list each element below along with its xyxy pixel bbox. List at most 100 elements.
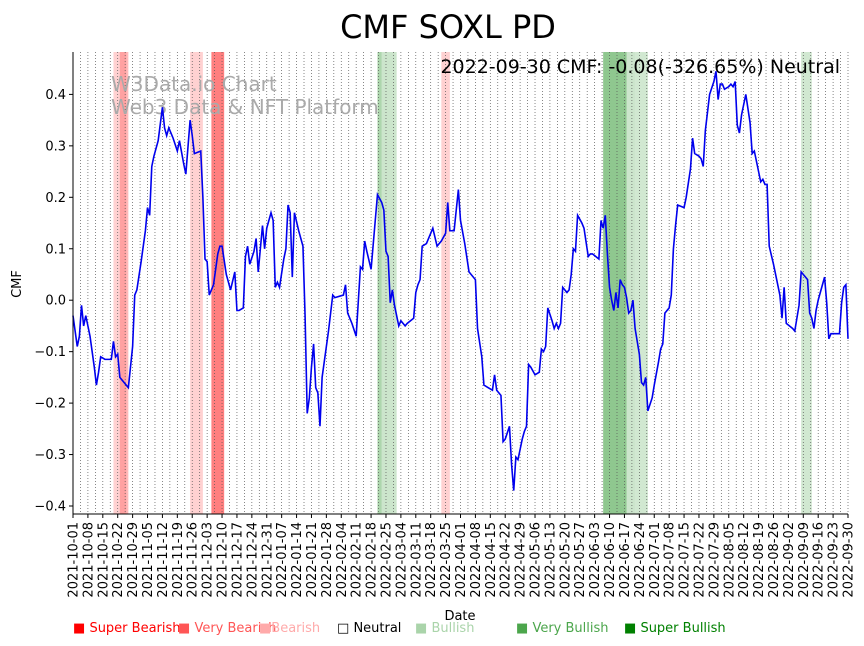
legend-label: Neutral [353, 621, 402, 636]
x-tick-label: 2022-07-15 [678, 522, 693, 598]
x-tick-label: 2021-11-05 [141, 522, 156, 598]
x-tick-label: 2021-12-31 [260, 522, 275, 598]
x-tick-label: 2021-11-26 [186, 522, 201, 598]
shaded-region-bullish [626, 52, 636, 514]
x-tick-label: 2022-06-10 [603, 522, 618, 598]
x-tick-label: 2022-03-11 [409, 522, 424, 598]
x-tick-label: 2022-01-14 [290, 522, 305, 598]
x-axis-label: Date [444, 609, 475, 624]
x-tick-label: 2022-05-06 [529, 522, 544, 598]
y-tick-label: −0.4 [34, 500, 66, 515]
shaded-region-super-bearish [211, 52, 225, 514]
x-tick-label: 2022-01-21 [305, 522, 320, 598]
watermark-line-2: Web3 Data & NFT Platform [111, 95, 379, 119]
legend-item-very-bullish: ■ Very Bullish [516, 621, 609, 636]
x-tick-label: 2022-03-25 [439, 522, 454, 598]
legend-swatch: ■ [415, 621, 428, 636]
legend-swatch: ■ [178, 621, 191, 636]
x-tick-label: 2022-02-11 [350, 522, 365, 598]
x-tick-label: 2021-10-22 [111, 522, 126, 598]
x-tick-label: 2022-08-19 [752, 522, 767, 598]
x-tick-label: 2022-09-16 [812, 522, 827, 598]
shaded-region-bearish [113, 52, 127, 514]
x-tick-label: 2022-09-02 [782, 522, 797, 598]
x-tick-label: 2021-12-03 [201, 522, 216, 598]
x-tick-label: 2021-10-08 [81, 522, 96, 598]
x-axis-ticks: 2021-10-01 2021-10-08 2021-10-15 2021-10-22… [67, 514, 857, 598]
x-tick-label: 2022-04-22 [499, 522, 514, 598]
legend-label: Super Bullish [640, 621, 726, 636]
x-tick-label: 2022-07-01 [648, 522, 663, 598]
legend-item-bullish: ■ Bullish [415, 621, 474, 636]
x-tick-label: 2022-07-22 [692, 522, 707, 598]
y-tick-label: −0.3 [34, 448, 66, 463]
legend-label: Very Bearish [194, 621, 277, 636]
x-tick-label: 2022-06-24 [633, 522, 648, 598]
x-tick-label: 2022-04-08 [469, 522, 484, 598]
legend-label: Bullish [431, 621, 475, 636]
legend-item-super-bearish: ■ Super Bearish [73, 621, 181, 636]
legend-item-very-bearish: ■ Very Bearish [178, 621, 276, 636]
shaded-region-very-bullish [603, 52, 627, 514]
x-tick-label: 2021-12-17 [230, 522, 245, 598]
x-tick-label: 2022-06-17 [618, 522, 633, 598]
x-tick-label: 2022-03-18 [424, 522, 439, 598]
shaded-region-very-bearish [119, 52, 129, 514]
x-tick-label: 2022-05-13 [543, 522, 558, 598]
x-tick-label: 2022-04-01 [454, 522, 469, 598]
legend-swatch: □ [337, 621, 350, 636]
legend-swatch: ■ [624, 621, 637, 636]
shaded-region-very-bullish [377, 52, 382, 514]
x-tick-label: 2022-04-15 [484, 522, 499, 598]
x-tick-label: 2022-08-05 [722, 522, 737, 598]
x-tick-label: 2022-08-26 [767, 522, 782, 598]
latest-value-annotation: 2022-09-30 CMF: -0.08(-326.65%) Neutral [440, 56, 840, 78]
y-tick-label: −0.1 [34, 345, 66, 360]
x-tick-label: 2021-10-29 [126, 522, 141, 598]
x-tick-label: 2022-08-12 [737, 522, 752, 598]
y-tick-label: −0.2 [34, 397, 66, 412]
x-tick-label: 2022-09-30 [842, 522, 857, 598]
x-tick-label: 2022-09-09 [797, 522, 812, 598]
y-tick-label: 0.2 [45, 191, 66, 206]
x-tick-label: 2021-10-15 [96, 522, 111, 598]
x-tick-label: 2022-03-04 [394, 522, 409, 598]
x-tick-label: 2022-07-29 [707, 522, 722, 598]
chart-title: CMF SOXL PD [340, 8, 556, 46]
shaded-region-bullish [801, 52, 812, 514]
x-tick-label: 2022-05-20 [558, 522, 573, 598]
x-tick-label: 2021-11-12 [156, 522, 171, 598]
x-tick-label: 2022-02-18 [365, 522, 380, 598]
y-tick-label: 0.1 [45, 242, 66, 257]
x-tick-label: 2021-11-19 [171, 522, 186, 598]
y-tick-label: 0.3 [45, 139, 66, 154]
vertical-gridlines [72, 52, 849, 514]
x-tick-label: 2022-01-07 [275, 522, 290, 598]
x-tick-label: 2022-06-03 [588, 522, 603, 598]
x-tick-label: 2022-07-08 [663, 522, 678, 598]
y-tick-label: 0.4 [45, 88, 66, 103]
legend-swatch: ■ [73, 621, 86, 636]
legend-label: Bearish [271, 621, 321, 636]
y-axis-ticks: −0.4 −0.3 −0.2 −0.1 0.0 0.1 0.2 0.3 0.4 [34, 88, 73, 515]
x-tick-label: 2021-12-10 [216, 522, 231, 598]
legend-swatch: ■ [259, 621, 272, 636]
plot-area: W3Data.io Chart Web3 Data & NFT Platform… [34, 52, 857, 598]
shaded-region-bearish [190, 52, 203, 514]
legend-item-neutral: □ Neutral [337, 621, 401, 636]
cmf-series-line [72, 71, 849, 491]
watermark-line-1: W3Data.io Chart [111, 72, 277, 96]
legend-item-bearish: ■Bearish [259, 621, 320, 636]
legend-label: Very Bullish [532, 621, 609, 636]
legend-item-super-bullish: ■ Super Bullish [624, 621, 726, 636]
x-tick-label: 2021-10-01 [67, 522, 82, 598]
x-tick-label: 2021-12-24 [245, 522, 260, 598]
legend-label: Super Bearish [89, 621, 181, 636]
x-tick-label: 2022-04-29 [514, 522, 529, 598]
x-tick-label: 2022-02-04 [335, 522, 350, 598]
x-tick-label: 2022-01-28 [320, 522, 335, 598]
x-tick-label: 2022-02-25 [379, 522, 394, 598]
legend-swatch: ■ [516, 621, 529, 636]
x-tick-label: 2022-09-23 [827, 522, 842, 598]
